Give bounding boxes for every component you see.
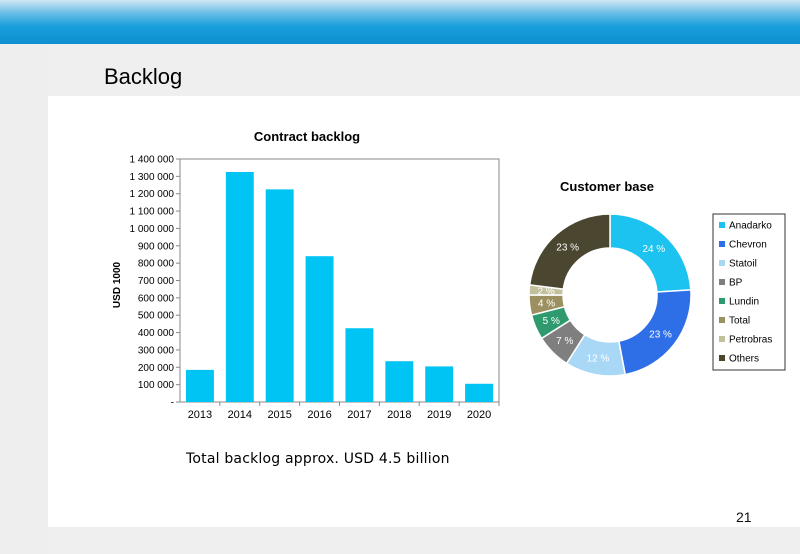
x-tick-label: 2013 <box>188 409 212 421</box>
y-tick-label: 900 000 <box>138 241 175 252</box>
y-tick-label: - <box>171 398 174 409</box>
pie-chart-title: Customer base <box>560 179 654 194</box>
bar-2020 <box>465 383 494 402</box>
x-tick-label: 2020 <box>467 409 491 421</box>
x-tick-label: 2014 <box>228 409 252 421</box>
y-tick-label: 1 100 000 <box>130 207 175 218</box>
x-tick-label: 2016 <box>307 409 331 421</box>
y-tick-label: 400 000 <box>138 328 175 339</box>
legend-swatch <box>719 241 725 247</box>
slice-label: 7 % <box>556 336 573 347</box>
x-tick-label: 2019 <box>427 409 451 421</box>
page-title: Backlog <box>104 64 183 89</box>
pie-legend <box>712 213 786 371</box>
bar-2017 <box>345 328 374 402</box>
slice-label: 12 % <box>587 353 610 364</box>
backlog-caption: Total backlog approx. USD 4.5 billion <box>186 451 450 467</box>
slice-label: 2 % <box>538 286 555 297</box>
y-tick-label: 1 300 000 <box>130 172 175 183</box>
bar-chart-title: Contract backlog <box>254 129 360 144</box>
y-tick-label: 1 400 000 <box>130 155 175 166</box>
bar-2015 <box>265 189 294 402</box>
y-tick-label: 100 000 <box>138 380 175 391</box>
slice-label: 4 % <box>538 299 555 310</box>
y-tick-label: 500 000 <box>138 311 175 322</box>
bar-2014 <box>225 172 254 402</box>
page-number: 21 <box>736 509 752 525</box>
legend-label: Petrobras <box>729 335 772 346</box>
header-band <box>0 0 800 44</box>
legend-label: Others <box>729 354 759 365</box>
slice-label: 24 % <box>642 244 665 255</box>
y-axis-label: USD 1000 <box>112 261 123 308</box>
legend-label: BP <box>729 278 743 289</box>
legend-label: Total <box>729 316 750 327</box>
legend-swatch <box>719 260 725 266</box>
x-tick-label: 2017 <box>347 409 371 421</box>
legend-label: Lundin <box>729 297 759 308</box>
y-tick-label: 1 000 000 <box>130 224 175 235</box>
y-tick-label: 700 000 <box>138 276 175 287</box>
x-tick-label: 2015 <box>267 409 291 421</box>
slice-label: 5 % <box>543 316 560 327</box>
legend-swatch <box>719 317 725 323</box>
legend-label: Anadarko <box>729 221 772 232</box>
slice-others <box>528 213 611 290</box>
legend-swatch <box>719 355 725 361</box>
left-strip <box>0 44 48 554</box>
legend-label: Chevron <box>729 240 767 251</box>
legend-swatch <box>719 298 725 304</box>
bar-2019 <box>425 366 454 402</box>
y-tick-label: 1 200 000 <box>130 189 175 200</box>
footer-band <box>48 527 800 554</box>
slice-label: 23 % <box>649 330 672 341</box>
slice-label: 23 % <box>556 242 579 253</box>
y-tick-label: 300 000 <box>138 345 175 356</box>
x-tick-label: 2018 <box>387 409 411 421</box>
bar-2018 <box>385 361 414 402</box>
legend-swatch <box>719 336 725 342</box>
legend-swatch <box>719 279 725 285</box>
bar-2016 <box>305 256 334 402</box>
bar-2013 <box>185 369 214 402</box>
y-tick-label: 800 000 <box>138 259 175 270</box>
y-tick-label: 200 000 <box>138 363 175 374</box>
title-band <box>48 44 800 96</box>
y-tick-label: 600 000 <box>138 293 175 304</box>
customer-base-chart: Customer base 24 % 23 % 12 % 7 % 5 % 4 % 2 % 23… <box>528 179 786 377</box>
legend-label: Statoil <box>729 259 757 270</box>
legend-swatch <box>719 222 725 228</box>
contract-backlog-chart: Contract backlog USD 1000 - 100 000 200 00… <box>112 129 500 421</box>
